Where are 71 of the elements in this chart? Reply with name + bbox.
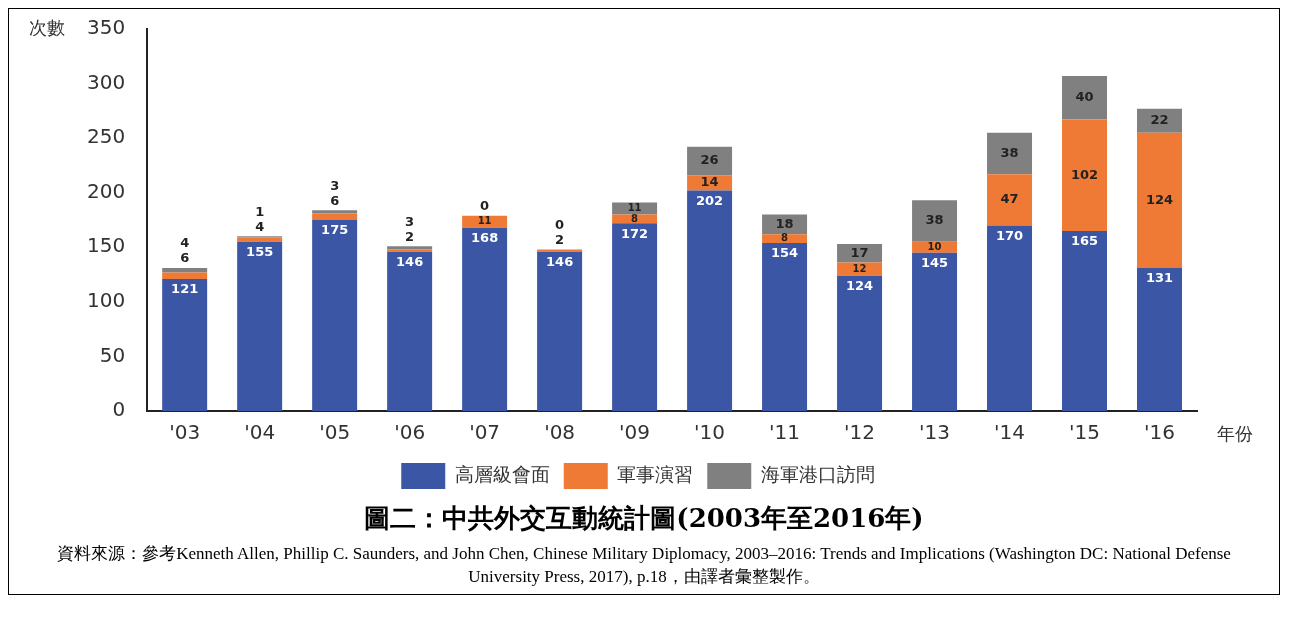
x-tick-label: '08 — [544, 420, 576, 445]
data-label: 4 — [180, 235, 190, 251]
data-label: 14 — [700, 174, 719, 190]
x-tick-label: '07 — [469, 420, 501, 445]
data-label: 121 — [171, 281, 199, 297]
x-tick-label: '15 — [1069, 420, 1100, 445]
y-tick-label: 350 — [86, 15, 126, 40]
data-label: 47 — [1000, 191, 1019, 207]
data-label: 124 — [845, 278, 874, 294]
y-axis-title: 次數 — [29, 16, 65, 38]
data-label: 38 — [925, 212, 944, 228]
x-tick-label: '11 — [769, 420, 801, 445]
data-label: 146 — [396, 254, 424, 270]
data-label: 1 — [255, 203, 265, 219]
data-label: 26 — [700, 152, 719, 168]
data-label: 131 — [1145, 270, 1174, 286]
data-label: 8 — [631, 212, 639, 224]
data-label: 38 — [1000, 144, 1019, 160]
data-label: 6 — [180, 250, 190, 266]
data-label: 40 — [1075, 89, 1094, 105]
x-tick-label: '06 — [394, 420, 426, 445]
data-label: 3 — [330, 177, 340, 193]
x-tick-label: '03 — [169, 420, 201, 445]
y-tick-label: 300 — [86, 69, 126, 94]
data-label: 2 — [405, 228, 415, 244]
data-label: 11 — [627, 202, 642, 214]
data-label: 155 — [246, 244, 274, 260]
data-label: 22 — [1150, 112, 1169, 128]
y-tick-label: 0 — [112, 397, 126, 422]
data-label: 12 — [852, 262, 867, 274]
data-label: 146 — [546, 254, 574, 270]
y-tick-label: 100 — [86, 288, 126, 313]
x-tick-label: '05 — [319, 420, 351, 445]
text: 圖二：中共外交互動統計圖(2003年至2016年) — [363, 502, 925, 535]
source-note: 資料來源：參考Kenneth Allen, Phillip C. Saunders, and John Chen, Chinese Military Diplomacy, 2003–2016: Trends and Implications (Washington DC: National Defense University Press, 2017), p.18，由譯者彙整製作。 — [56, 543, 1232, 588]
x-tick-label: '13 — [919, 420, 951, 445]
data-label: 4 — [255, 218, 265, 234]
legend-label: 高層級會面 — [454, 462, 550, 485]
x-axis-title: 年份 — [1217, 422, 1253, 444]
y-tick-label: 50 — [99, 342, 126, 367]
data-label: 6 — [330, 192, 340, 208]
y-tick-label: 250 — [86, 124, 126, 149]
data-label: 2 — [555, 231, 565, 247]
data-label: 172 — [621, 225, 649, 241]
data-label: 165 — [1070, 233, 1099, 249]
legend-label: 軍事演習 — [617, 462, 694, 485]
x-tick-label: '04 — [244, 420, 276, 445]
legend-label: 海軍港口訪問 — [760, 462, 875, 485]
data-label: 8 — [781, 232, 789, 244]
data-label: 0 — [555, 216, 565, 232]
data-label: 10 — [927, 240, 942, 252]
data-label: 18 — [775, 215, 794, 231]
data-label: 202 — [696, 192, 724, 208]
data-label: 0 — [480, 198, 490, 214]
data-label: 17 — [850, 244, 869, 260]
data-label: 124 — [1145, 191, 1174, 207]
data-label: 145 — [920, 255, 949, 271]
x-tick-label: '12 — [844, 420, 876, 445]
data-label: 175 — [321, 222, 349, 238]
data-label: 154 — [771, 245, 799, 261]
data-label: 170 — [995, 227, 1024, 243]
data-label: 3 — [405, 213, 415, 229]
x-tick-label: '14 — [994, 420, 1026, 445]
data-label: 11 — [477, 215, 492, 227]
data-label: 168 — [471, 230, 499, 246]
y-tick-label: 150 — [86, 233, 126, 258]
x-tick-label: '16 — [1144, 420, 1175, 445]
x-tick-label: '10 — [694, 420, 726, 445]
data-label: 102 — [1070, 166, 1099, 182]
y-tick-label: 200 — [86, 178, 126, 203]
x-tick-label: '09 — [619, 420, 651, 445]
